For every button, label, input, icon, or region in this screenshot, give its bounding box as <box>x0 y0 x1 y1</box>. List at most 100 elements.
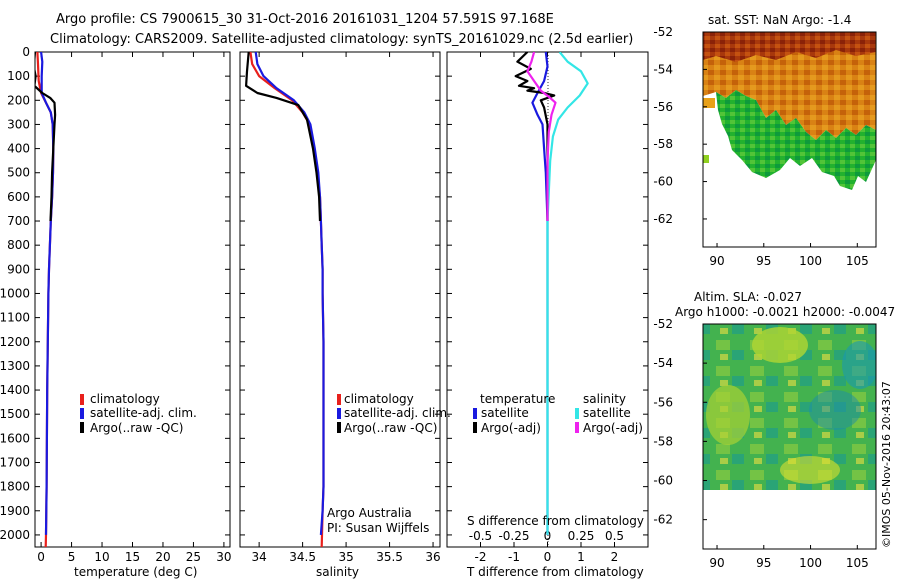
depth-tick-label: 1600 <box>0 431 30 445</box>
series-line-2 <box>546 52 589 535</box>
series-line-1 <box>254 52 325 535</box>
figure-subtitle: Climatology: CARS2009. Satellite-adjuste… <box>50 32 633 47</box>
x-tick-label: 34 <box>251 550 266 564</box>
salinity-axis-ticks: 34 34.5 35 35.5 36 <box>251 52 441 564</box>
legend-title-salinity: salinity <box>583 392 626 406</box>
depth-tick-label: 0 <box>22 45 30 59</box>
map-y-tick-label: -56 <box>653 395 673 409</box>
depth-tick-label: 100 <box>7 69 30 83</box>
depth-tick-label: 1400 <box>0 383 30 397</box>
map-y-tick-label: -62 <box>653 513 673 527</box>
sla-map-subtitle: Argo h1000: -0.0021 h2000: -0.0047 <box>675 305 895 319</box>
pi-label: PI: Susan Wijffels <box>327 521 429 535</box>
sst-map-axes: 90 95 100 105 -52 -54 -56 -58 -60 -62 <box>653 25 868 268</box>
series-line-0 <box>249 52 325 547</box>
legend-t-argo: Argo(-adj) <box>481 421 541 435</box>
map-x-tick-label: 90 <box>709 254 724 268</box>
salinity-legend: climatology satellite-adj. clim. Argo(..… <box>337 392 451 435</box>
x-tick-label: 15 <box>125 550 140 564</box>
depth-tick-label: 200 <box>7 93 30 107</box>
sla-map-title: Altim. SLA: -0.027 <box>694 290 802 304</box>
s-tick-label: -0.5 <box>469 529 492 543</box>
depth-tick-label: 800 <box>7 238 30 252</box>
x-tick-label: 36 <box>425 550 440 564</box>
temperature-plot-frame <box>34 51 231 548</box>
figure-title: Argo profile: CS 7900615_30 31-Oct-2016 … <box>56 12 554 27</box>
x-tick-label: 1 <box>577 550 585 564</box>
legend-argo: Argo(..raw -QC) <box>90 421 183 435</box>
difference-series <box>514 52 589 535</box>
sla-map-axes: 90 95 100 105 -52 -54 -56 -58 -60 -62 <box>653 317 868 570</box>
series-line-1 <box>40 52 55 535</box>
legend-t-satellite: satellite <box>481 406 529 420</box>
depth-tick-label: 1300 <box>0 359 30 373</box>
t-difference-xlabel: T difference from climatology <box>466 565 644 579</box>
depth-tick-label: 300 <box>7 117 30 131</box>
legend-climatology: climatology <box>344 392 414 406</box>
map-y-tick-label: -58 <box>653 434 673 448</box>
map-y-tick-label: -52 <box>653 317 673 331</box>
sst-map-frame <box>702 31 877 248</box>
depth-tick-label: 1200 <box>0 335 30 349</box>
s-tick-label: 0.5 <box>605 529 624 543</box>
legend-swatch-s-satellite <box>575 408 579 419</box>
legend-swatch-argo <box>80 422 84 433</box>
salinity-series <box>245 52 325 547</box>
x-tick-label: 10 <box>94 550 109 564</box>
map-y-tick-label: -54 <box>653 356 673 370</box>
x-tick-label: 35.5 <box>376 550 403 564</box>
s-tick-label: 0.25 <box>568 529 595 543</box>
s-tick-label: -0.25 <box>498 529 529 543</box>
depth-tick-label: 1700 <box>0 455 30 469</box>
legend-swatch-argo <box>337 422 341 433</box>
legend-swatch-s-argo <box>575 422 579 433</box>
x-tick-label: -1 <box>508 550 520 564</box>
legend-s-argo: Argo(-adj) <box>583 421 643 435</box>
temperature-series <box>35 52 57 547</box>
map-y-tick-label: -52 <box>653 25 673 39</box>
series-line-0 <box>531 52 549 535</box>
difference-legend: temperature salinity satellite Argo(-adj… <box>473 392 643 435</box>
depth-tick-label: 1000 <box>0 286 30 300</box>
map-x-tick-label: 100 <box>799 556 822 570</box>
legend-swatch-satellite <box>80 408 84 419</box>
map-y-tick-label: -62 <box>653 212 673 226</box>
depth-tick-label: 900 <box>7 262 30 276</box>
x-tick-label: 0 <box>37 550 45 564</box>
argo-australia-label: Argo Australia <box>327 506 412 520</box>
legend-title-temperature: temperature <box>480 392 555 406</box>
s-difference-xlabel: S difference from climatology <box>467 514 644 528</box>
legend-swatch-t-satellite <box>473 408 477 419</box>
depth-tick-label: 1100 <box>0 311 30 325</box>
legend-satellite-adj: satellite-adj. clim. <box>344 406 451 420</box>
x-tick-label: 20 <box>155 550 170 564</box>
legend-argo: Argo(..raw -QC) <box>344 421 437 435</box>
map-x-tick-label: 105 <box>846 556 869 570</box>
series-line-2 <box>245 52 322 222</box>
x-tick-label: 25 <box>186 550 201 564</box>
x-tick-label: 34.5 <box>289 550 316 564</box>
map-y-tick-label: -54 <box>653 62 673 76</box>
temperature-legend: climatology satellite-adj. clim. Argo(..… <box>80 392 197 435</box>
map-y-tick-label: -58 <box>653 137 673 151</box>
legend-s-satellite: satellite <box>583 406 631 420</box>
depth-tick-label: 400 <box>7 142 30 156</box>
x-tick-label: 5 <box>68 550 76 564</box>
sla-map-frame <box>702 323 877 550</box>
map-y-tick-label: -60 <box>653 175 673 189</box>
sst-heatmap <box>703 32 876 247</box>
depth-tick-label: 1800 <box>0 480 30 494</box>
salinity-plot-frame <box>239 51 441 548</box>
depth-tick-label: 1500 <box>0 407 30 421</box>
series-line-0 <box>36 52 55 547</box>
legend-swatch-satellite <box>337 408 341 419</box>
s-difference-axis-ticks: -0.5 -0.25 0 0.25 0.5 <box>469 529 624 543</box>
temperature-axis-ticks: 0 5 10 15 20 25 30 <box>37 52 232 564</box>
sst-map-title: sat. SST: NaN Argo: -1.4 <box>708 13 851 27</box>
map-x-tick-label: 95 <box>756 254 771 268</box>
x-tick-label: 30 <box>216 550 231 564</box>
series-line-3 <box>526 52 557 221</box>
sla-heatmap <box>703 324 876 549</box>
depth-tick-label: 2000 <box>0 528 30 542</box>
